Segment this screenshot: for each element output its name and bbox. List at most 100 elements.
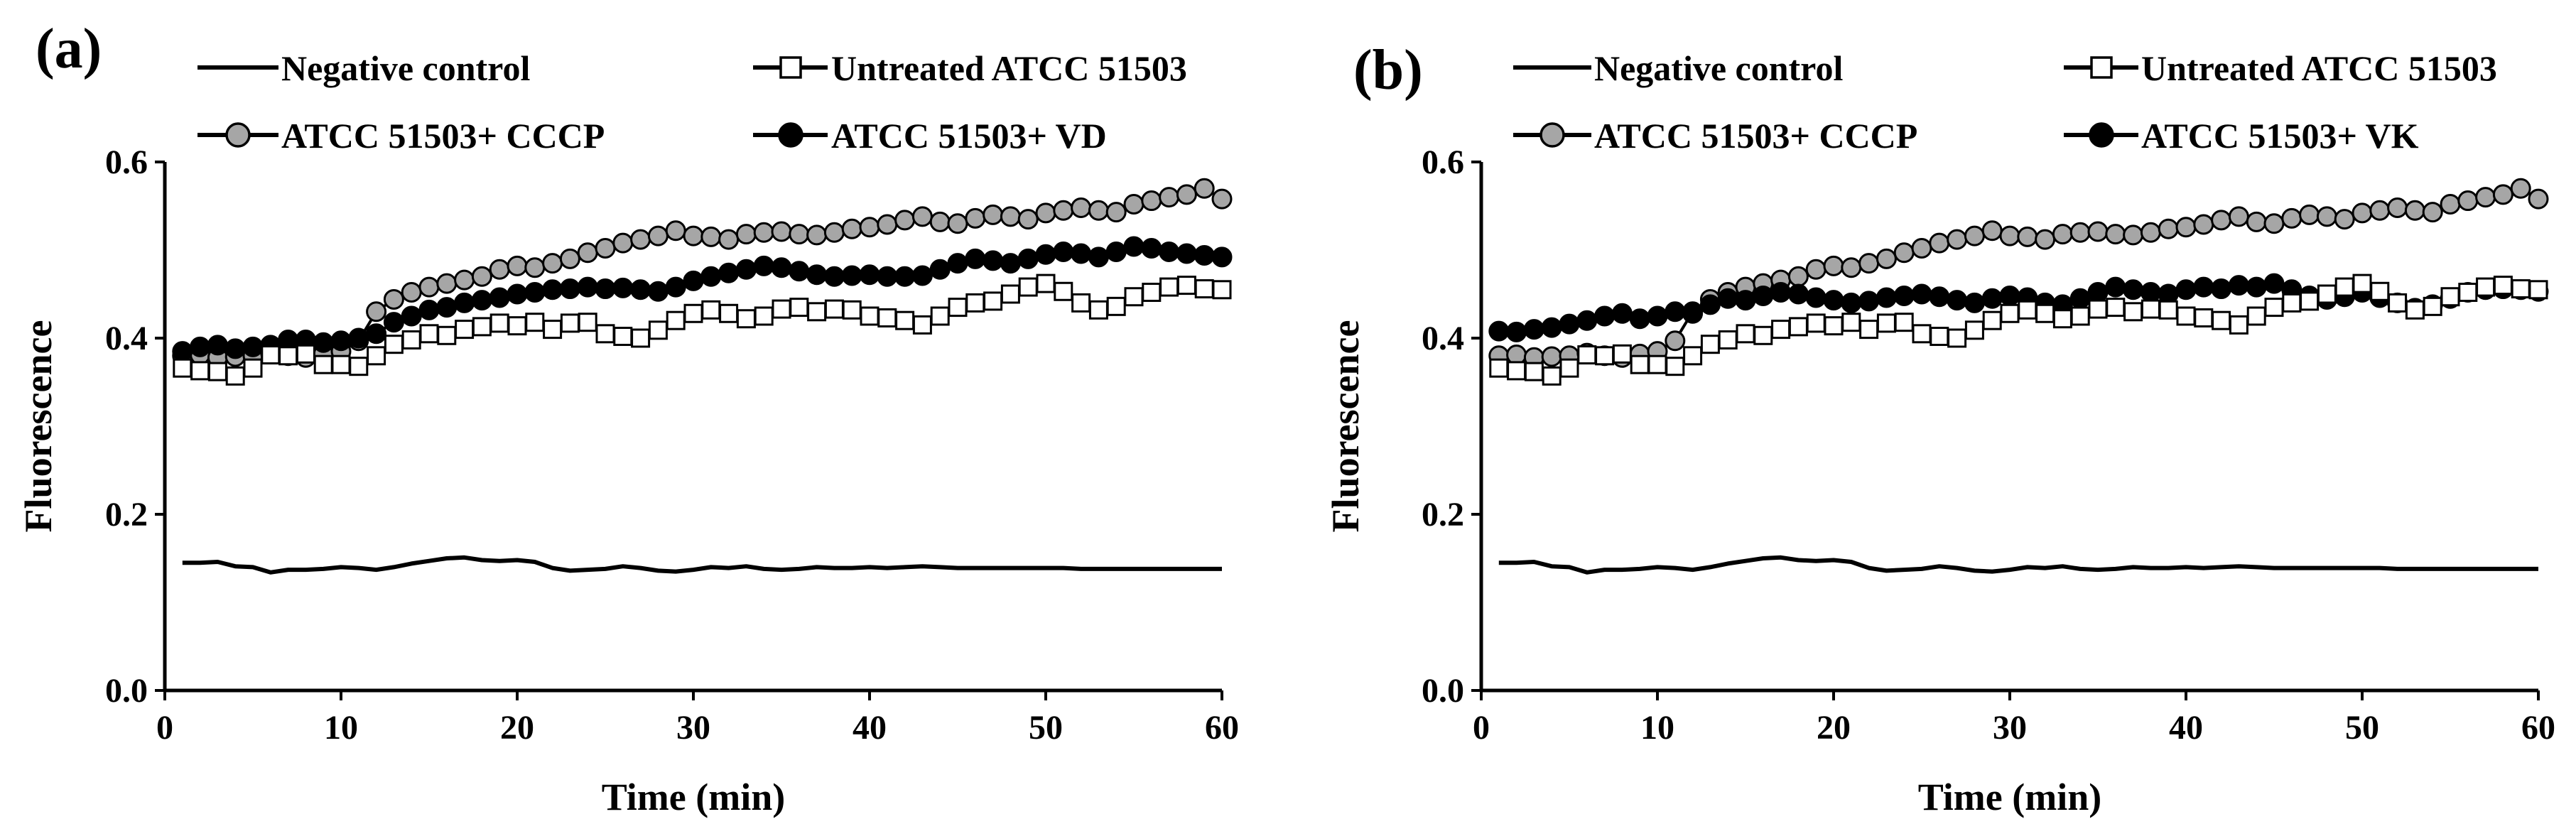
panel-b-untreated-point [2300,291,2320,311]
panel-a-untreated-point [930,306,950,326]
panel-b-untreated-point [2317,284,2337,304]
panel-b-treated-point [2211,278,2232,300]
panel-a-untreated-point [489,313,509,333]
panel-b-x-tick-label: 50 [2345,709,2379,747]
panel-a-legend-cccp-label: ATCC 51503+ CCCP [281,116,605,156]
panel-a-cccp-point [894,210,916,231]
panel-a-cccp-point [1105,202,1127,223]
panel-a-untreated-point [384,335,404,354]
panel-b-cccp-point [1964,225,1985,246]
panel-b-legend-negative-control: Negative control [1513,48,1843,88]
panel-a-cccp-point [1123,194,1144,215]
panel-a-treated-point [401,305,422,327]
panel-b-untreated-point [1806,313,1826,333]
panel-a-treated-point [224,338,246,359]
panel-a-treated-point [489,287,510,308]
panel-a-cccp-point [947,213,968,234]
panel-a-cccp-point [718,229,740,250]
panel-a-cccp-point [753,222,774,243]
panel-a-legend-treated-label: ATCC 51503+ VD [831,116,1107,156]
panel-a-y-tick-label: 0.0 [105,672,148,710]
panel-b-untreated-point [2035,303,2055,323]
panel-b-cccp-point [1911,238,1932,259]
panel-a-cccp-point [665,220,686,242]
panel-a-treated-point [665,276,686,298]
panel-a-cccp-point [700,226,722,247]
panel-b-cccp-point [2069,222,2091,243]
panel-a-legend-filled-circle-icon [778,122,803,148]
panel-b-untreated-point [2229,315,2248,335]
panel-a-treated-point [929,259,951,280]
panel-b-untreated-point [1788,317,1808,337]
panel-b-cccp-point [1841,257,1862,278]
panel-b-untreated-point [1876,313,1896,333]
panel-b-untreated-point [1859,320,1879,340]
panel-b-treated-point [1858,291,1880,312]
panel-a-x-tick-label: 50 [1029,709,1063,747]
panel-b-untreated-point [2000,303,2020,323]
panel-a-untreated-point [525,313,545,332]
panel-b-cccp-point [2281,207,2302,229]
panel-a-cccp-point [806,224,828,246]
panel-b-untreated-point [2440,287,2460,307]
panel-b-cccp-point [2387,197,2408,218]
panel-a-cccp-point [789,224,810,245]
panel-b-legend-treated-label: ATCC 51503+ VK [2141,116,2419,156]
panel-a-cccp-point [436,273,458,294]
panel-b-treated-point [1647,305,1668,327]
panel-a-untreated-point [1088,300,1108,320]
panel-a-untreated-point [243,358,263,378]
panel-a-legend-negative-control: Negative control [197,48,530,88]
panel-a-treated-point [894,266,916,287]
panel-b-cccp-point [2492,184,2513,205]
panel-a-x-tick-label: 10 [324,709,358,747]
panel-a-cccp-point [507,255,528,276]
panel-b-treated-point [1699,294,1721,315]
panel-a-cccp-point [1088,200,1109,221]
panel-b-x-tick-label: 30 [1993,709,2027,747]
panel-b-cccp-point [2105,224,2126,245]
panel-b-treated-point [1947,290,1968,311]
panel-a-cccp-point [577,242,598,264]
panel-b-treated-point [1753,285,1774,306]
panel-a-untreated-point [842,300,862,320]
panel-a-untreated-point [1054,281,1073,301]
panel-b-treated-point [1893,285,1915,306]
panel-a-untreated-point [225,366,245,386]
panel-b-legend-negative-control-label: Negative control [1594,48,1843,88]
panel-b-cccp-point [1999,225,2020,246]
panel-a-cccp-point [542,253,563,274]
panel-b-negative-control-line [1498,555,2538,575]
panel-a-negative-control-line [182,555,1222,575]
panel-a-x-tick-label: 20 [500,709,534,747]
panel-b-legend: Negative control Untreated ATCC 51503 AT… [1513,48,2497,156]
panel-a-treated-point [1105,241,1127,262]
panel-b-untreated-point [2423,296,2442,316]
panel-b-cccp-point [1858,253,1880,274]
panel-b-untreated-point [2476,277,2496,297]
panel-a-untreated-point [895,310,915,330]
panel-b-untreated-point [2352,273,2372,293]
panel-a-untreated-point [789,298,809,318]
panel-a-cccp-point [877,214,898,235]
panel-a-cccp-point [1035,202,1056,224]
panel-b-treated-point [1576,310,1598,331]
panel-b-cccp-point [1823,255,1844,276]
panel-b-untreated-point [1665,357,1685,376]
panel-a-cccp-point [630,229,651,250]
panel-a-untreated-point [912,315,932,335]
panel-a-treated-point [559,278,580,300]
panel-b-cccp-point [2140,222,2161,243]
panel-a-untreated-point [278,346,298,366]
panel-a-legend: Negative control Untreated ATCC 51503 AT… [197,48,1187,156]
panel-a-untreated-point [1124,287,1144,307]
panel-b-cccp-point [1876,248,1897,269]
panel-b-cccp-point [2457,190,2479,212]
panel-a-untreated-point [401,330,421,349]
panel-b-cccp-point [2369,200,2391,221]
panel-b-cccp-point [2316,206,2337,227]
panel-b-untreated-point [2246,306,2266,326]
panel-a-treated-point [366,323,387,345]
panel-a-cccp-point [965,207,986,229]
panel-b-untreated-point [1542,366,1562,386]
